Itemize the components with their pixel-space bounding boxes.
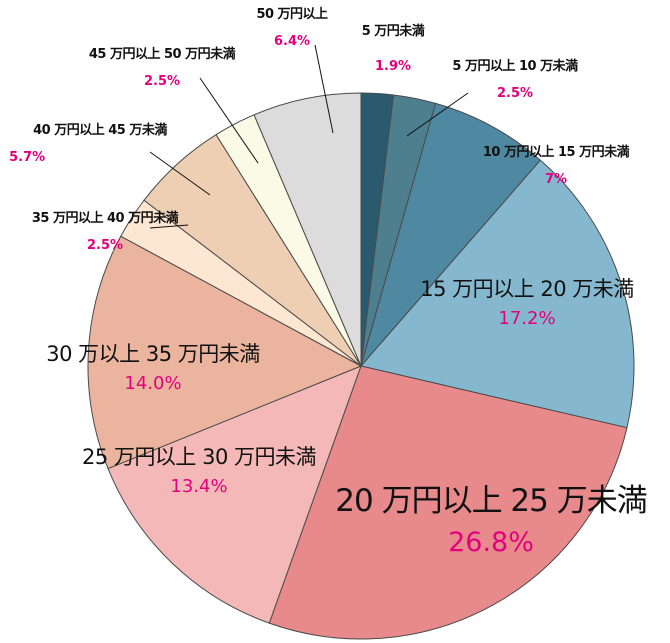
label-25-to-30: 25 万円以上 30 万円未満 13.4% [82,447,316,496]
label-45-to-50: 45 万円以上 50 万円未満 2.5% [88,47,236,89]
label-25-to-30-category: 25 万円以上 30 万円未満 [82,445,316,469]
leader-lines [149,44,469,229]
label-15-to-20-category: 15 万円以上 20 万未満 [420,277,634,301]
label-under-5: 5 万円未満 1.9% [362,25,425,73]
label-under-5-category: 5 万円未満 [361,24,425,39]
label-30-to-35-category: 30 万以上 35 万円未満 [46,342,260,366]
label-30-to-35: 30 万以上 35 万円未満 14.0% [46,342,260,394]
label-20-to-25-percent: 26.8% [448,527,534,558]
label-50-plus: 50 万円以上 6.4% [256,7,328,49]
label-50-plus-percent: 6.4% [273,34,311,49]
label-35-to-40-percent: 2.5% [86,238,124,253]
label-under-5-percent: 1.9% [374,59,412,74]
leader-line-50plus [314,44,334,134]
label-5-to-10: 5 万円以上 10 万未満 2.5% [452,59,578,101]
label-45-to-50-percent: 2.5% [143,74,181,89]
label-35-to-40: 35 万円以上 40 万円未満 2.5% [31,211,179,253]
pie-slice-6 [87,235,363,470]
pie-slice-4 [268,365,628,640]
pie-slice-10 [253,92,362,367]
label-10-to-15-percent: 7% [544,172,568,187]
pie-slice-2 [360,102,542,367]
leader-line-40to45 [149,151,211,196]
label-20-to-25-category: 20 万円以上 25 万未満 [335,483,647,519]
label-40-to-45: 40 万円以上 45 万未満 5.7% [9,123,167,164]
label-40-to-45-percent: 5.7% [9,150,46,165]
label-5-to-10-percent: 2.5% [496,86,534,101]
pie-slice-3 [360,159,635,429]
label-10-to-15-category: 10 万円以上 15 万円未満 [482,145,630,160]
leader-line-45to50 [199,77,259,164]
label-35-to-40-category: 35 万円以上 40 万円未満 [31,211,179,226]
label-50-plus-category: 50 万円以上 [256,7,328,22]
leader-line-35to40 [149,224,189,229]
label-45-to-50-category: 45 万円以上 50 万円未満 [88,47,236,62]
label-20-to-25: 20 万円以上 25 万未満 26.8% [335,483,647,558]
label-25-to-30-percent: 13.4% [170,476,228,497]
label-40-to-45-category: 40 万円以上 45 万未満 [33,123,167,138]
pie-slices [87,92,635,640]
leader-line-5to10 [406,92,469,137]
label-15-to-20: 15 万円以上 20 万未満 17.2% [420,277,634,329]
label-10-to-15: 10 万円以上 15 万円未満 7% [482,145,630,187]
label-30-to-35-percent: 14.0% [124,373,182,394]
label-5-to-10-category: 5 万円以上 10 万未満 [452,59,578,74]
label-15-to-20-percent: 17.2% [498,308,556,329]
pie-slice-5 [107,365,362,624]
